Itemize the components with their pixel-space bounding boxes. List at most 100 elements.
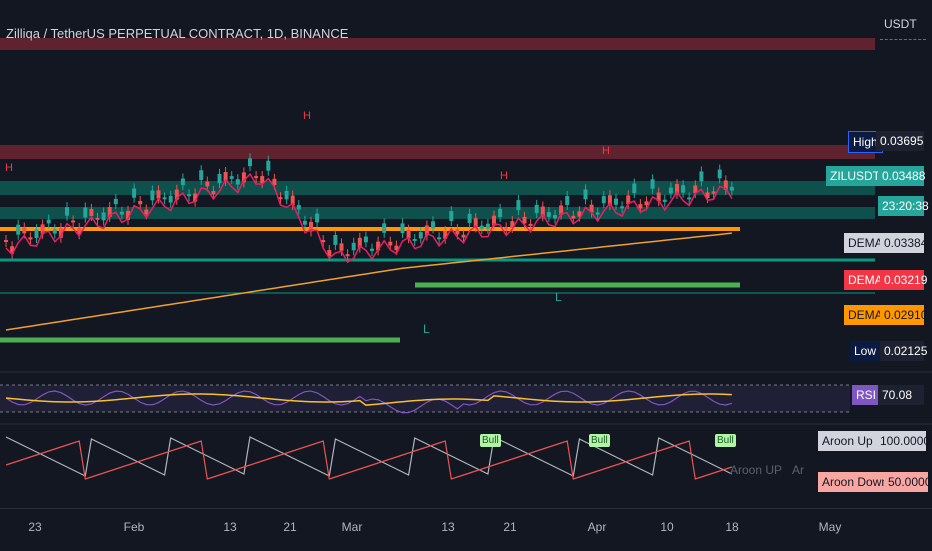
time-tick: Feb bbox=[123, 520, 145, 534]
candle-body bbox=[620, 206, 625, 209]
candle-body bbox=[241, 172, 246, 183]
candle-body bbox=[315, 213, 320, 223]
candle-body bbox=[28, 237, 33, 240]
dema-fast-line bbox=[5, 172, 733, 264]
high-marker: H bbox=[602, 145, 610, 157]
resistance-zone bbox=[0, 145, 875, 159]
candle-body bbox=[266, 160, 271, 171]
high-marker: H bbox=[303, 110, 311, 122]
support-zone bbox=[0, 207, 875, 219]
high-marker: H bbox=[500, 170, 508, 182]
price-label-dema-3: DEMA 0.02910 bbox=[844, 305, 927, 325]
candle-body bbox=[156, 190, 161, 199]
candle-body bbox=[553, 215, 557, 219]
candle-body bbox=[119, 211, 124, 215]
candle-body bbox=[150, 190, 155, 201]
candle-body bbox=[16, 224, 21, 235]
candle-body bbox=[626, 195, 631, 204]
candle-body bbox=[534, 204, 539, 214]
candle-body bbox=[540, 206, 545, 217]
low-marker: L bbox=[555, 290, 562, 304]
bull-badge: Bull bbox=[715, 434, 736, 447]
candle-body bbox=[528, 223, 533, 226]
price-label-dema-2: DEMA 0.03219 bbox=[844, 270, 927, 290]
candle-body bbox=[211, 190, 216, 195]
candle-body bbox=[10, 246, 15, 254]
candle-body bbox=[437, 237, 442, 240]
candle-body bbox=[394, 245, 399, 251]
candle-body bbox=[302, 220, 307, 225]
candle-body bbox=[193, 193, 198, 202]
candle-body bbox=[71, 220, 76, 223]
candle-body bbox=[187, 194, 191, 197]
candle-body bbox=[260, 176, 265, 184]
candle-body bbox=[138, 200, 143, 205]
candle-body bbox=[388, 241, 393, 246]
candle-body bbox=[321, 240, 326, 243]
candle-body bbox=[113, 198, 118, 205]
candle-body bbox=[339, 243, 344, 251]
price-label-dema-1: DEMA 0.03384 bbox=[844, 233, 927, 253]
candle-body bbox=[46, 219, 51, 224]
candle-body bbox=[4, 240, 8, 242]
candle-body bbox=[510, 221, 515, 228]
dema-slow-line bbox=[5, 232, 732, 331]
candle-body bbox=[400, 223, 405, 234]
candle-body bbox=[717, 169, 722, 179]
candle-body bbox=[418, 232, 423, 239]
candle-body bbox=[126, 210, 130, 220]
candle-body bbox=[40, 224, 45, 234]
bull-badge: Bull bbox=[589, 434, 610, 447]
time-axis[interactable] bbox=[0, 508, 932, 551]
candle-body bbox=[632, 183, 637, 194]
price-countdown: 23:20:38 bbox=[878, 196, 929, 216]
candle-body bbox=[296, 205, 301, 210]
candle-body bbox=[650, 179, 655, 189]
candle-body bbox=[65, 207, 69, 216]
candle-body bbox=[498, 208, 503, 217]
resistance-zone bbox=[0, 38, 875, 50]
bull-badge: Bull bbox=[480, 434, 501, 447]
candle-body bbox=[199, 170, 204, 180]
candle-body bbox=[52, 229, 57, 234]
candle-body bbox=[406, 229, 411, 239]
candle-body bbox=[479, 225, 484, 229]
currency-underline bbox=[880, 39, 926, 40]
candle-body bbox=[229, 176, 234, 179]
candle-body bbox=[589, 204, 594, 213]
candle-body bbox=[546, 212, 551, 217]
time-tick: 18 bbox=[725, 520, 739, 534]
aroon-up-line bbox=[5, 436, 733, 477]
candle-body bbox=[22, 227, 27, 234]
candle-body bbox=[351, 242, 356, 251]
candle-body bbox=[180, 178, 185, 186]
candle-body bbox=[449, 211, 454, 222]
candle-body bbox=[290, 195, 295, 206]
candle-body bbox=[601, 196, 606, 204]
price-chart[interactable] bbox=[0, 0, 932, 508]
aroon-legend: Aroon UP Ar bbox=[730, 463, 805, 477]
candle-body bbox=[248, 158, 252, 167]
candle-body bbox=[333, 234, 338, 245]
time-tick: 23 bbox=[28, 520, 42, 534]
candle-body bbox=[522, 216, 527, 224]
candle-body bbox=[412, 238, 417, 241]
rsi-label: RSI 70.08 bbox=[852, 385, 924, 405]
candle-body bbox=[370, 248, 374, 251]
currency-label[interactable]: USDT bbox=[884, 17, 917, 31]
candle-body bbox=[223, 172, 228, 182]
time-tick: May bbox=[818, 520, 842, 534]
candle-body bbox=[583, 189, 588, 200]
candle-body bbox=[89, 208, 94, 216]
candle-body bbox=[77, 227, 82, 235]
candle-body bbox=[614, 198, 618, 205]
time-tick: Apr bbox=[587, 520, 607, 534]
candle-body bbox=[58, 228, 63, 238]
candle-body bbox=[461, 234, 466, 238]
candle-body bbox=[565, 196, 570, 205]
candle-body bbox=[272, 178, 277, 186]
candle-body bbox=[473, 218, 478, 228]
low-marker: L bbox=[423, 322, 430, 336]
candle-body bbox=[107, 206, 112, 217]
candle-body bbox=[284, 190, 289, 200]
